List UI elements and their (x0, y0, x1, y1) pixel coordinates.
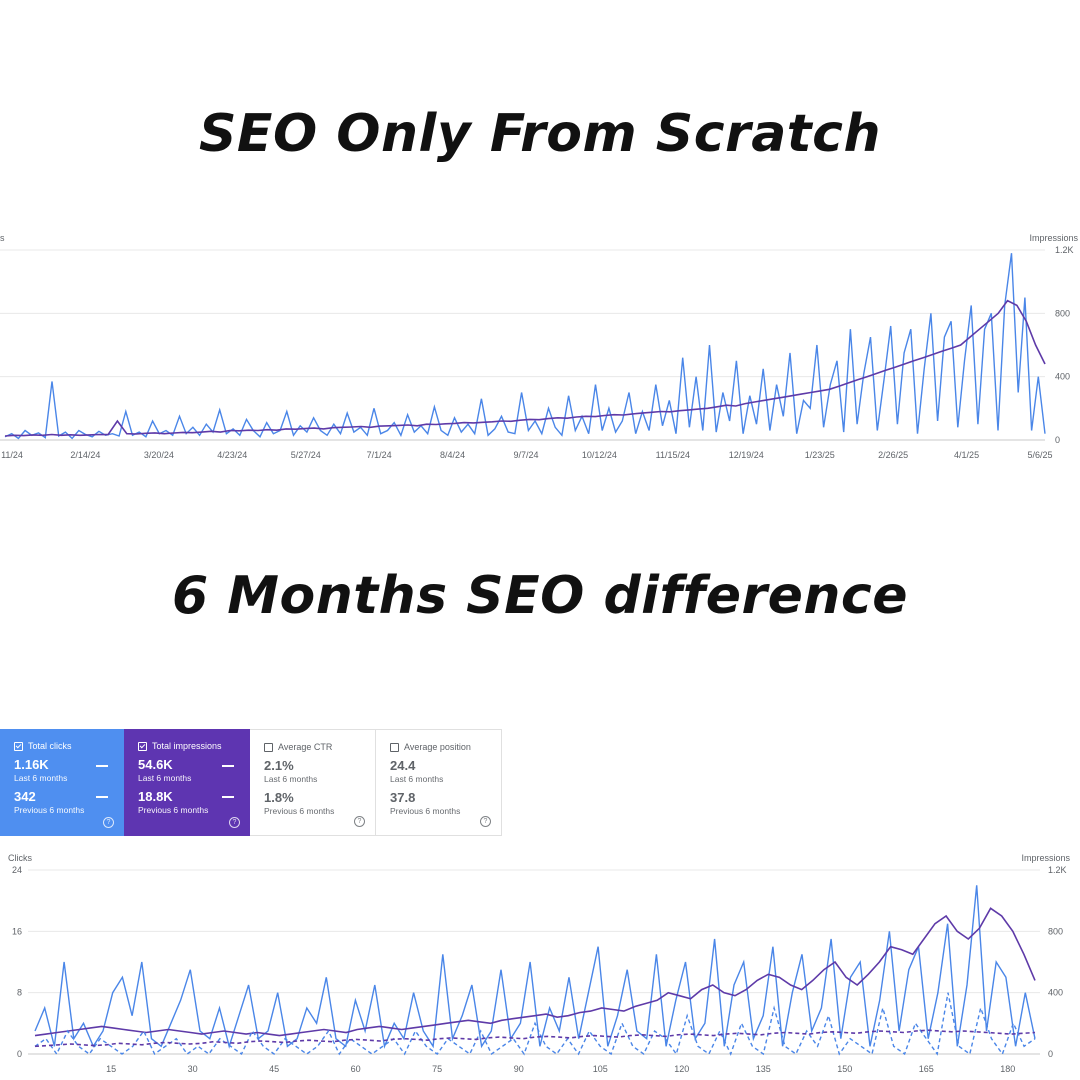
x-tick-label: 150 (837, 1064, 852, 1074)
right-tick-label: 800 (1048, 926, 1063, 936)
x-tick-label: 180 (1000, 1064, 1015, 1074)
x-tick-label: 2/26/25 (878, 450, 908, 460)
card-label: Total clicks (28, 741, 72, 751)
x-tick-label: 30 (188, 1064, 198, 1074)
right-tick-label: 1.2K (1048, 865, 1067, 875)
card-label: Average position (404, 742, 471, 752)
clicks-series-line (4, 253, 1046, 440)
help-icon[interactable]: ? (480, 816, 491, 827)
help-icon[interactable]: ? (103, 817, 114, 828)
card-previous-value: 18.8K (138, 789, 173, 804)
right-tick-label: 0 (1048, 1049, 1053, 1059)
left-tick-label: 16 (12, 926, 22, 936)
x-tick-label: 60 (351, 1064, 361, 1074)
card-current-period: Last 6 months (138, 773, 192, 783)
x-tick-label: 12/19/24 (729, 450, 764, 460)
impressions-current-series-line (34, 907, 1036, 1037)
x-tick-label: 135 (756, 1064, 771, 1074)
average-position-card[interactable]: Average position 24.4 Last 6 months 37.8… (376, 729, 502, 836)
left-tick-label: 0 (17, 1049, 22, 1059)
y-tick-label: 800 (1055, 308, 1070, 318)
x-tick-label: 4/23/24 (217, 450, 247, 460)
x-tick-label: 5/6/25 (1027, 450, 1052, 460)
chart2-right-axis-label: Impressions (1021, 853, 1070, 863)
checkbox-checked-icon[interactable] (138, 741, 147, 751)
card-current-value: 24.4 (390, 758, 416, 773)
x-tick-label: 120 (674, 1064, 689, 1074)
card-current-value: 54.6K (138, 757, 173, 772)
card-current-value: 2.1% (264, 758, 294, 773)
x-tick-label: 4/1/25 (954, 450, 979, 460)
chart1-right-ticks: 1.2K 800 400 0 (1055, 245, 1074, 445)
card-label: Average CTR (278, 742, 333, 752)
card-current-period: Last 6 months (264, 774, 318, 784)
average-ctr-card[interactable]: Average CTR 2.1% Last 6 months 1.8% Prev… (250, 729, 376, 836)
card-label: Total impressions (152, 741, 222, 751)
chart2-left-ticks: 24 16 8 0 (12, 865, 22, 1059)
chart2-x-ticks: 15 30 45 60 75 90 105 120 135 150 165 180 (106, 1064, 1015, 1074)
y-tick-label: 0 (1055, 435, 1060, 445)
x-tick-label: 11/15/24 (656, 450, 690, 460)
x-tick-label: 105 (593, 1064, 608, 1074)
y-tick-label: 1.2K (1055, 245, 1074, 255)
x-tick-label: 45 (269, 1064, 279, 1074)
help-icon[interactable]: ? (354, 816, 365, 827)
total-clicks-card[interactable]: Total clicks 1.16K Last 6 months 342 Pre… (0, 729, 124, 836)
chart1-series (4, 253, 1046, 440)
chart1-left-axis-label: s (0, 233, 5, 243)
chart2-right-ticks: 1.2K 800 400 0 (1048, 865, 1067, 1059)
middle-heading: 6 Months SEO difference (171, 566, 909, 626)
card-current-value: 1.16K (14, 757, 49, 772)
x-tick-label: 7/1/24 (367, 450, 392, 460)
impressions-series-line (4, 299, 1046, 437)
total-impressions-card[interactable]: Total impressions 54.6K Last 6 months 18… (124, 729, 250, 836)
metric-cards: Total clicks 1.16K Last 6 months 342 Pre… (0, 729, 502, 836)
card-previous-value: 1.8% (264, 790, 294, 805)
card-previous-period: Previous 6 months (264, 806, 335, 816)
dashed-line-legend-icon (96, 796, 108, 798)
chart2-series (34, 885, 1036, 1056)
card-previous-period: Previous 6 months (390, 806, 461, 816)
card-current-period: Last 6 months (390, 774, 444, 784)
x-tick-label: 75 (432, 1064, 442, 1074)
right-tick-label: 400 (1048, 988, 1063, 998)
x-tick-label: 10/12/24 (582, 450, 617, 460)
card-previous-value: 37.8 (390, 790, 416, 805)
impressions-previous-series-line (34, 1029, 1036, 1048)
seo-from-scratch-chart: s Impressions 1.2K 800 400 0 11/24 2/14/24 3/… (0, 233, 1079, 460)
left-tick-label: 24 (12, 865, 22, 875)
dashed-line-legend-icon (222, 796, 234, 798)
x-tick-label: 165 (919, 1064, 934, 1074)
card-current-period: Last 6 months (14, 773, 68, 783)
x-tick-label: 90 (514, 1064, 524, 1074)
checkbox-checked-icon[interactable] (14, 741, 23, 751)
x-tick-label: 1/23/25 (805, 450, 835, 460)
chart2-left-axis-label: Clicks (8, 853, 32, 863)
six-month-comparison-chart: Clicks Impressions 24 16 8 0 1.2K 800 400 0 15… (8, 853, 1071, 1074)
chart1-x-ticks: 11/24 2/14/24 3/20/24 4/23/24 5/27/24 7/1/24 8… (1, 450, 1052, 460)
left-tick-label: 8 (17, 988, 22, 998)
card-previous-value: 342 (14, 789, 36, 804)
card-previous-period: Previous 6 months (14, 805, 85, 815)
checkbox-unchecked-icon[interactable] (264, 742, 273, 752)
x-tick-label: 8/4/24 (440, 450, 465, 460)
chart1-gridlines (0, 249, 1045, 441)
solid-line-legend-icon (96, 765, 108, 767)
top-heading: SEO Only From Scratch (198, 104, 881, 164)
solid-line-legend-icon (222, 765, 234, 767)
chart1-right-axis-label: Impressions (1029, 233, 1078, 243)
card-previous-period: Previous 6 months (138, 805, 209, 815)
x-tick-label: 11/24 (1, 450, 23, 460)
x-tick-label: 2/14/24 (70, 450, 100, 460)
help-icon[interactable]: ? (229, 817, 240, 828)
x-tick-label: 3/20/24 (144, 450, 174, 460)
y-tick-label: 400 (1055, 372, 1070, 382)
x-tick-label: 5/27/24 (291, 450, 321, 460)
x-tick-label: 9/7/24 (513, 450, 538, 460)
x-tick-label: 15 (106, 1064, 116, 1074)
clicks-previous-series-line (34, 992, 1036, 1056)
checkbox-unchecked-icon[interactable] (390, 742, 399, 752)
